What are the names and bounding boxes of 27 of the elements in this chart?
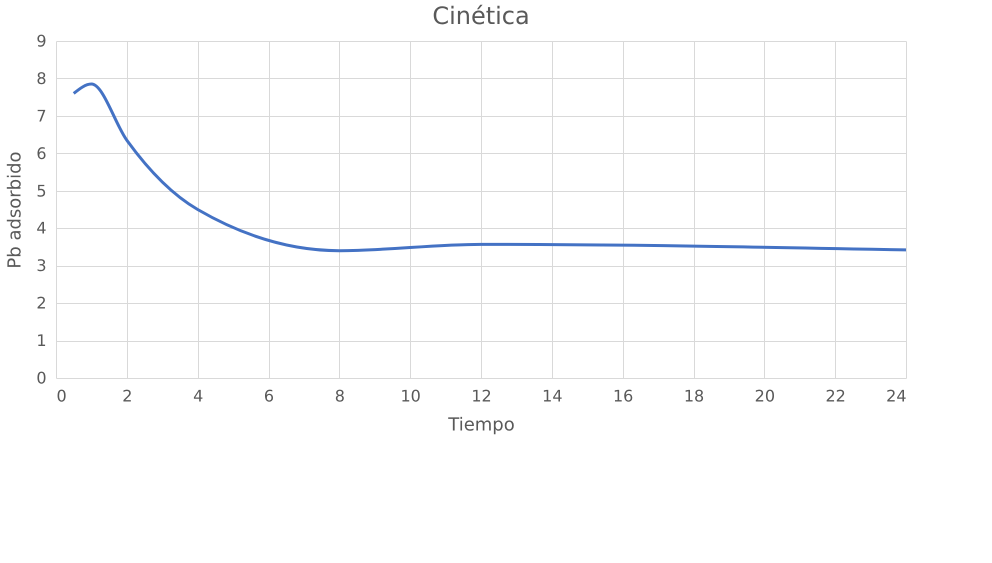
y-tick-label: 1 (36, 331, 46, 350)
x-tick-label: 12 (471, 386, 492, 406)
x-tick-label: 0 (56, 386, 67, 406)
chart-title: Cinética (432, 2, 530, 30)
y-tick-label: 4 (36, 218, 46, 238)
y-tick-label: 3 (36, 256, 46, 276)
x-tick-label: 24 (886, 386, 906, 406)
x-tick-label: 16 (612, 386, 634, 406)
y-tick-label: 5 (36, 181, 46, 200)
y-axis-title: Pb adsorbido (4, 151, 26, 269)
x-tick-label: 4 (193, 386, 204, 406)
y-tick-label: 7 (36, 106, 46, 126)
x-tick-label: 6 (264, 386, 274, 406)
x-tick-label: 10 (400, 386, 421, 406)
y-tick-label: 8 (36, 68, 46, 88)
y-tick-label: 9 (36, 32, 46, 50)
y-tick-label: 6 (36, 144, 46, 163)
x-tick-label: 2 (122, 386, 132, 406)
y-tick-label: 2 (36, 294, 46, 313)
y-tick-label: 0 (36, 368, 46, 388)
x-tick-label: 18 (684, 386, 704, 406)
x-tick-label: 20 (754, 386, 776, 406)
x-tick-label: 8 (334, 386, 345, 406)
line-series (72, 82, 908, 252)
x-axis-title: Tiempo (447, 414, 515, 436)
x-tick-label: 22 (825, 386, 846, 406)
x-tick-label: 14 (542, 386, 563, 406)
